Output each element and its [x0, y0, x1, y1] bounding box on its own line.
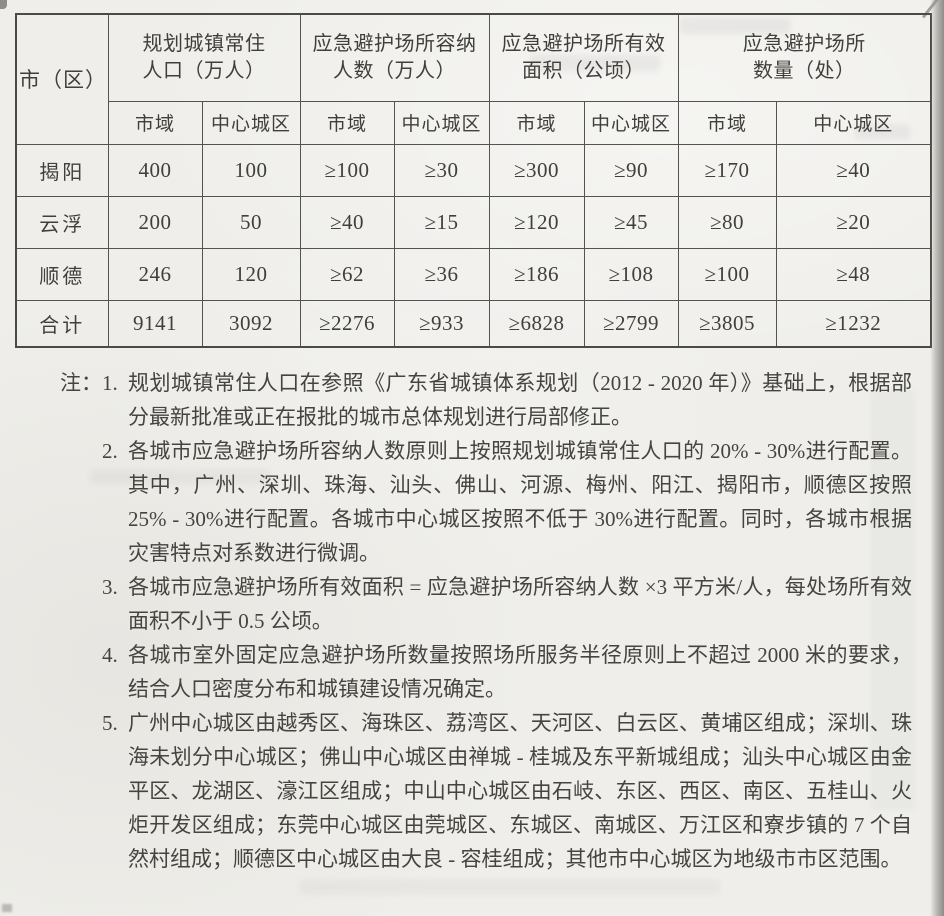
table-subheader-row: 市域 中心城区 市域 中心城区 市域 中心城区 市域 中心城区 — [16, 100, 932, 145]
note-item-4: 4. 各城市室外固定应急避护场所数量按照场所服务半径原则上不超过 2000 米的… — [60, 638, 912, 706]
value-cell: ≥300 — [488, 143, 585, 197]
value-cell: 120 — [201, 247, 301, 301]
value-cell: ≥186 — [488, 247, 585, 301]
subheader-city-area: 市域 — [107, 100, 203, 145]
table-row-total: 合计 9141 3092 ≥2276 ≥933 ≥6828 ≥2799 ≥380… — [15, 299, 932, 348]
row-name-cell: 揭阳 — [15, 143, 109, 197]
value-cell: ≥30 — [393, 143, 490, 197]
note-number: 2. — [102, 439, 118, 463]
emergency-shelter-planning-table: 市（区） 规划城镇常住 人口（万人） 应急避护场所容纳 人数（万人） 应急避护场… — [15, 13, 932, 348]
note-item-1: 注： 1. 规划城镇常住人口在参照《广东省城镇体系规划（2012 - 2020 … — [60, 366, 912, 434]
scan-corner-mark-top-left — [0, 0, 7, 9]
row-name-cell: 合计 — [15, 299, 109, 348]
group-header-planned-population: 规划城镇常住 人口（万人） — [107, 13, 301, 102]
value-cell: ≥80 — [677, 195, 777, 249]
value-cell: ≥6828 — [488, 299, 585, 348]
note-number: 3. — [102, 575, 118, 599]
value-cell: ≥170 — [677, 143, 777, 197]
note-text: 各城市应急避护场所有效面积 = 应急避护场所容纳人数 ×3 平方米/人，每处场所… — [128, 575, 912, 633]
value-cell: 3092 — [201, 299, 301, 348]
scan-edge-shadow — [930, 0, 944, 916]
subheader-city-area: 市域 — [488, 100, 585, 145]
value-cell: 100 — [201, 143, 301, 197]
table-row-yunfu: 云浮 200 50 ≥40 ≥15 ≥120 ≥45 ≥80 ≥20 — [15, 195, 932, 249]
value-cell: ≥15 — [393, 195, 490, 249]
row-name-cell: 云浮 — [15, 195, 109, 249]
subheader-central-district: 中心城区 — [393, 100, 490, 145]
bleedthrough-smudge — [300, 880, 720, 894]
bleedthrough-smudge — [90, 470, 270, 484]
subheader-city-area: 市域 — [677, 100, 777, 145]
note-item-2: 2. 各城市应急避护场所容纳人数原则上按照规划城镇常住人口的 20% - 30%… — [60, 434, 912, 570]
value-cell: ≥40 — [299, 195, 395, 249]
scan-corner-mark-bottom-left — [2, 904, 12, 912]
value-cell: ≥40 — [775, 143, 932, 197]
value-cell: ≥3805 — [677, 299, 777, 348]
notes-section: 注： 1. 规划城镇常住人口在参照《广东省城镇体系规划（2012 - 2020 … — [60, 366, 912, 876]
note-text: 各城市室外固定应急避护场所数量按照场所服务半径原则上不超过 2000 米的要求，… — [128, 643, 912, 701]
table-row-shunde: 顺德 246 120 ≥62 ≥36 ≥186 ≥108 ≥100 ≥48 — [15, 247, 932, 301]
note-text: 各城市应急避护场所容纳人数原则上按照规划城镇常住人口的 20% - 30%进行配… — [128, 439, 912, 565]
value-cell: ≥100 — [677, 247, 777, 301]
table-header-row: 市（区） 规划城镇常住 人口（万人） 应急避护场所容纳 人数（万人） 应急避护场… — [15, 13, 932, 145]
value-cell: ≥62 — [299, 247, 395, 301]
note-item-5: 5. 广州中心城区由越秀区、海珠区、荔湾区、天河区、白云区、黄埔区组成；深圳、珠… — [60, 706, 912, 876]
value-cell: 200 — [107, 195, 203, 249]
group-header-shelter-capacity: 应急避护场所容纳 人数（万人） — [299, 13, 490, 102]
value-cell: 50 — [201, 195, 301, 249]
value-cell: ≥933 — [393, 299, 490, 348]
corner-header-cell: 市（区） — [15, 13, 109, 145]
value-cell: 246 — [107, 247, 203, 301]
group-header-shelter-count: 应急避护场所 数量（处） — [677, 13, 932, 102]
note-number: 1. — [102, 371, 118, 395]
value-cell: 9141 — [107, 299, 203, 348]
value-cell: 400 — [107, 143, 203, 197]
notes-prefix-label: 注： — [60, 371, 102, 395]
group-header-shelter-area: 应急避护场所有效 面积（公顷） — [488, 13, 679, 102]
value-cell: ≥45 — [583, 195, 679, 249]
value-cell: ≥48 — [775, 247, 932, 301]
value-cell: ≥1232 — [775, 299, 932, 348]
value-cell: ≥120 — [488, 195, 585, 249]
bleedthrough-smudge — [870, 390, 915, 810]
subheader-city-area: 市域 — [299, 100, 395, 145]
table-row-jieyang: 揭阳 400 100 ≥100 ≥30 ≥300 ≥90 ≥170 ≥40 — [15, 143, 932, 197]
note-number: 5. — [102, 711, 118, 735]
note-item-3: 3. 各城市应急避护场所有效面积 = 应急避护场所容纳人数 ×3 平方米/人，每… — [60, 570, 912, 638]
value-cell: ≥90 — [583, 143, 679, 197]
note-text: 广州中心城区由越秀区、海珠区、荔湾区、天河区、白云区、黄埔区组成；深圳、珠海未划… — [128, 711, 912, 871]
subheader-central-district: 中心城区 — [201, 100, 301, 145]
value-cell: ≥2276 — [299, 299, 395, 348]
value-cell: ≥108 — [583, 247, 679, 301]
value-cell: ≥2799 — [583, 299, 679, 348]
value-cell: ≥36 — [393, 247, 490, 301]
note-number: 4. — [102, 643, 118, 667]
value-cell: ≥100 — [299, 143, 395, 197]
note-text: 规划城镇常住人口在参照《广东省城镇体系规划（2012 - 2020 年）》基础上… — [128, 371, 912, 429]
value-cell: ≥20 — [775, 195, 932, 249]
subheader-central-district: 中心城区 — [583, 100, 679, 145]
row-name-cell: 顺德 — [15, 247, 109, 301]
subheader-central-district: 中心城区 — [775, 100, 932, 145]
